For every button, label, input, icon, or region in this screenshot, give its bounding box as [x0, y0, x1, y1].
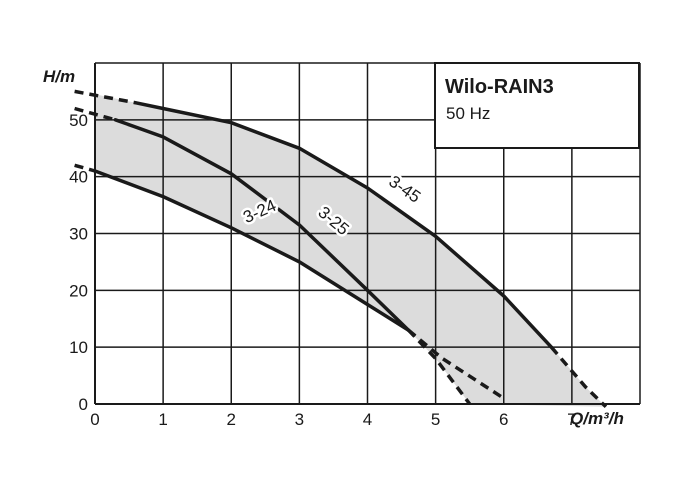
x-tick-label: 3 [295, 410, 304, 429]
x-tick-label: 2 [227, 410, 236, 429]
chart-subtitle: 50 Hz [446, 104, 490, 123]
y-axis-label: H/m [43, 67, 75, 86]
x-tick-label: 1 [158, 410, 167, 429]
curve-3-45-dashed-end [550, 346, 608, 409]
y-tick-label: 50 [69, 111, 88, 130]
y-tick-label: 0 [79, 395, 88, 414]
x-tick-label: 7 [567, 410, 576, 429]
curve-3-25-dashed-start [74, 106, 116, 122]
curve-3-25 [113, 118, 411, 332]
y-tick-label: 20 [69, 281, 88, 300]
x-axis-label: Q/m³/h [570, 409, 624, 428]
y-tick-label: 30 [69, 225, 88, 244]
y-tick-label: 40 [69, 168, 88, 187]
operating-band-area [95, 94, 606, 407]
x-tick-label: 0 [90, 410, 99, 429]
curve-3-45-dashed-start [74, 89, 137, 105]
curve-3-24-dashed-start [74, 163, 96, 173]
tick-labels: 0 1 2 3 4 5 6 7 0 10 20 30 40 50 [69, 111, 577, 429]
x-tick-label: 6 [499, 410, 508, 429]
title-box: Wilo-RAIN3 50 Hz [434, 62, 640, 149]
chart-title: Wilo-RAIN3 [445, 76, 554, 98]
curve-3-24 [93, 169, 411, 332]
x-tick-label: 5 [431, 410, 440, 429]
curve-3-25-dashed-end [407, 328, 505, 400]
pump-curves [74, 89, 608, 409]
curve-3-24-dashed-end [407, 328, 472, 406]
x-tick-label: 4 [363, 410, 372, 429]
title-box-frame [434, 62, 640, 149]
y-tick-label: 10 [69, 338, 88, 357]
curve-3-45 [134, 101, 554, 349]
operating-band [95, 94, 606, 407]
